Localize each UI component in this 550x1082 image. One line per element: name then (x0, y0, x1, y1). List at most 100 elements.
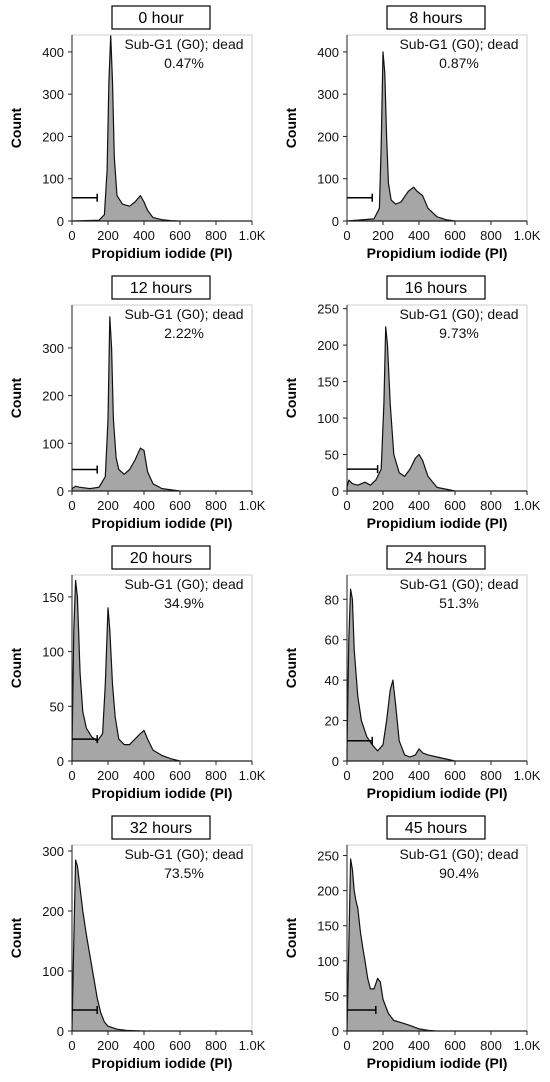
x-tick-label: 200 (372, 498, 394, 513)
x-tick-label: 400 (133, 498, 155, 513)
gate-percentage: 73.5% (164, 865, 204, 881)
y-tick-label: 0 (57, 754, 64, 769)
y-tick-label: 200 (317, 129, 339, 144)
histogram-panel: 0 200 400 600 800 1.0K 0 50 100 150 200 250 Sub-G1 (… (275, 270, 550, 540)
plot-frame (71, 34, 253, 222)
histogram-area (346, 51, 528, 222)
histogram-panel: 0 200 400 600 800 1.0K 0 20 40 60 80 Sub-G1 (G0); d… (275, 540, 550, 810)
x-tick-label: 800 (480, 768, 502, 783)
x-tick-label: 200 (97, 228, 119, 243)
y-axis-label: Count (283, 917, 299, 958)
x-axis-label: Propidium iodide (PI) (367, 515, 508, 531)
histogram-area (71, 579, 253, 762)
histogram-area (346, 588, 528, 762)
x-tick-label: 600 (444, 498, 466, 513)
gate-label: Sub-G1 (G0); dead (399, 36, 518, 52)
y-axis-label: Count (283, 377, 299, 418)
gate-label: Sub-G1 (G0); dead (124, 36, 243, 52)
gate-percentage: 0.47% (164, 55, 204, 71)
gate-percentage: 9.73% (439, 325, 479, 341)
y-axis-label: Count (283, 107, 299, 148)
y-tick-label: 250 (317, 302, 339, 317)
histogram-area (71, 859, 253, 1032)
x-tick-label: 200 (97, 768, 119, 783)
x-axis-label: Propidium iodide (PI) (367, 785, 508, 801)
gate-label: Sub-G1 (G0); dead (399, 306, 518, 322)
x-tick-label: 400 (133, 228, 155, 243)
plot-frame (346, 304, 528, 492)
y-tick-label: 200 (42, 904, 64, 919)
title-box (386, 545, 486, 570)
gate-percentage: 0.87% (439, 55, 479, 71)
x-tick-label: 1.0K (514, 228, 541, 243)
x-axis-label: Propidium iodide (PI) (92, 785, 233, 801)
title-box (111, 815, 211, 840)
y-tick-label: 0 (332, 754, 339, 769)
x-tick-label: 1.0K (239, 768, 266, 783)
y-tick-label: 0 (332, 484, 339, 499)
histogram-panel: 0 200 400 600 800 1.0K 0 100 200 300 Sub-G1 (G0); … (0, 810, 275, 1080)
y-tick-label: 200 (317, 884, 339, 899)
gate-label: Sub-G1 (G0); dead (399, 846, 518, 862)
y-tick-label: 400 (42, 45, 64, 60)
histogram-svg: 0 200 400 600 800 1.0K 0 100 200 300 400 Sub-G1 (G0… (8, 5, 266, 261)
y-tick-label: 0 (57, 214, 64, 229)
histogram-svg: 0 200 400 600 800 1.0K 0 100 200 300 Sub-G1 (G0); … (8, 275, 266, 531)
y-tick-label: 40 (325, 673, 339, 688)
gate-label: Sub-G1 (G0); dead (124, 846, 243, 862)
x-tick-label: 400 (408, 768, 430, 783)
x-tick-label: 800 (205, 228, 227, 243)
chart-title: 0 hour (138, 10, 184, 27)
x-tick-label: 600 (169, 1038, 191, 1053)
x-tick-label: 0 (68, 768, 75, 783)
gate-percentage: 51.3% (439, 595, 479, 611)
chart-title: 32 hours (130, 820, 192, 837)
y-tick-label: 300 (42, 87, 64, 102)
histogram-svg: 0 200 400 600 800 1.0K 0 50 100 150 200 250 Sub-G1 (… (283, 275, 541, 531)
title-box (386, 815, 486, 840)
chart-title: 24 hours (405, 550, 467, 567)
x-tick-label: 200 (372, 1038, 394, 1053)
histogram-panel: 0 200 400 600 800 1.0K 0 50 100 150 200 250 Sub-G1 (… (275, 810, 550, 1080)
y-tick-label: 100 (42, 172, 64, 187)
x-tick-label: 200 (372, 768, 394, 783)
title-box (111, 5, 211, 30)
plot-frame (346, 34, 528, 222)
histogram-svg: 0 200 400 600 800 1.0K 0 50 100 150 Sub-G1 (G0); d… (8, 545, 266, 801)
histogram-area (71, 34, 253, 222)
y-tick-label: 50 (325, 989, 339, 1004)
y-tick-label: 80 (325, 592, 339, 607)
x-tick-label: 600 (444, 768, 466, 783)
y-tick-label: 50 (50, 699, 64, 714)
histogram-svg: 0 200 400 600 800 1.0K 0 50 100 150 200 250 Sub-G1 (… (283, 815, 541, 1071)
plot-frame (71, 574, 253, 762)
x-tick-label: 800 (205, 768, 227, 783)
x-tick-label: 400 (133, 1038, 155, 1053)
x-tick-label: 800 (480, 498, 502, 513)
y-tick-label: 250 (317, 849, 339, 864)
x-tick-label: 800 (480, 1038, 502, 1053)
y-tick-label: 200 (42, 129, 64, 144)
x-tick-label: 1.0K (514, 1038, 541, 1053)
histogram-panel: 0 200 400 600 800 1.0K 0 100 200 300 400 Sub-G1 (G0… (275, 0, 550, 270)
x-tick-label: 0 (68, 498, 75, 513)
x-axis-label: Propidium iodide (PI) (92, 515, 233, 531)
x-tick-label: 600 (169, 768, 191, 783)
chart-title: 12 hours (130, 280, 192, 297)
x-tick-label: 800 (480, 228, 502, 243)
y-tick-label: 0 (332, 214, 339, 229)
y-tick-label: 100 (317, 411, 339, 426)
gate-percentage: 2.22% (164, 325, 204, 341)
title-box (386, 275, 486, 300)
y-tick-label: 300 (317, 87, 339, 102)
y-axis-label: Count (8, 377, 24, 418)
x-tick-label: 0 (68, 1038, 75, 1053)
x-tick-label: 0 (343, 498, 350, 513)
histogram-area (71, 316, 253, 492)
x-tick-label: 800 (205, 498, 227, 513)
x-tick-label: 800 (205, 1038, 227, 1053)
x-tick-label: 1.0K (514, 768, 541, 783)
x-tick-label: 400 (408, 1038, 430, 1053)
y-axis-label: Count (8, 647, 24, 688)
y-tick-label: 150 (317, 375, 339, 390)
